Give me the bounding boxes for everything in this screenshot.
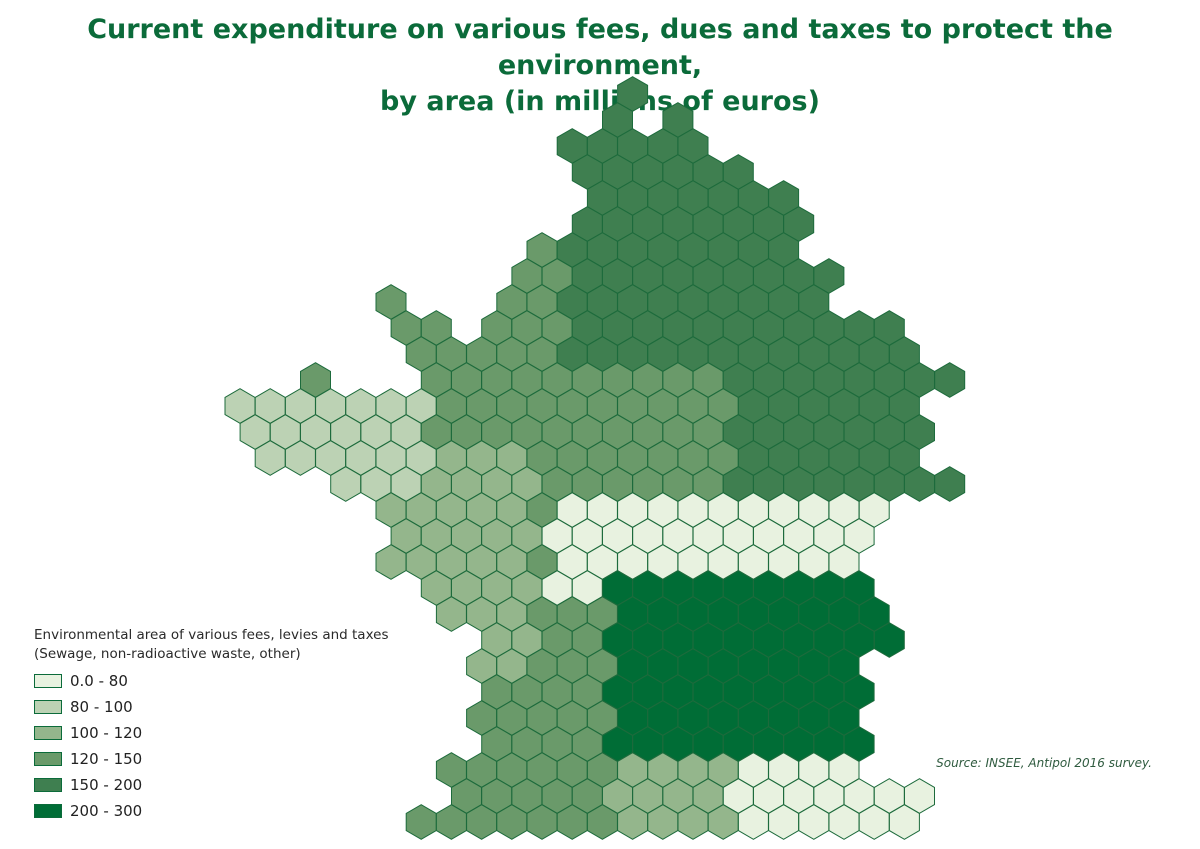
legend-label: 0.0 - 80: [70, 672, 128, 690]
map-hex-cell: [405, 804, 437, 840]
legend-swatch: [34, 726, 62, 740]
legend-item: 80 - 100: [34, 694, 389, 720]
map-hex-cell: [934, 466, 966, 502]
legend-label: 100 - 120: [70, 724, 143, 742]
legend-heading-2: (Sewage, non-radioactive waste, other): [34, 646, 301, 662]
map-hex-cell: [934, 362, 966, 398]
source-note: Source: INSEE, Antipol 2016 survey.: [936, 756, 1152, 770]
map-hex-cell: [873, 622, 905, 658]
legend-swatch: [34, 752, 62, 766]
map-hex-cell: [888, 804, 920, 840]
legend-swatch: [34, 700, 62, 714]
legend-label: 150 - 200: [70, 776, 143, 794]
title-line-2: by area (in millions of euros): [380, 86, 820, 117]
title-line-1: Current expenditure on various fees, due…: [87, 14, 1113, 81]
legend-item: 120 - 150: [34, 746, 389, 772]
map-title: Current expenditure on various fees, due…: [0, 12, 1200, 120]
legend-label: 80 - 100: [70, 698, 133, 716]
legend-swatch: [34, 778, 62, 792]
legend-swatch: [34, 804, 62, 818]
legend-heading-1: Environmental area of various fees, levi…: [34, 627, 389, 643]
legend-swatch: [34, 674, 62, 688]
legend-item: 150 - 200: [34, 772, 389, 798]
legend-items: 0.0 - 80 80 - 100 100 - 120 120 - 150 150 - …: [34, 668, 389, 824]
legend: Environmental area of various fees, levi…: [34, 626, 389, 824]
legend-label: 200 - 300: [70, 802, 143, 820]
legend-item: 200 - 300: [34, 798, 389, 824]
legend-label: 120 - 150: [70, 750, 143, 768]
legend-item: 100 - 120: [34, 720, 389, 746]
legend-item: 0.0 - 80: [34, 668, 389, 694]
